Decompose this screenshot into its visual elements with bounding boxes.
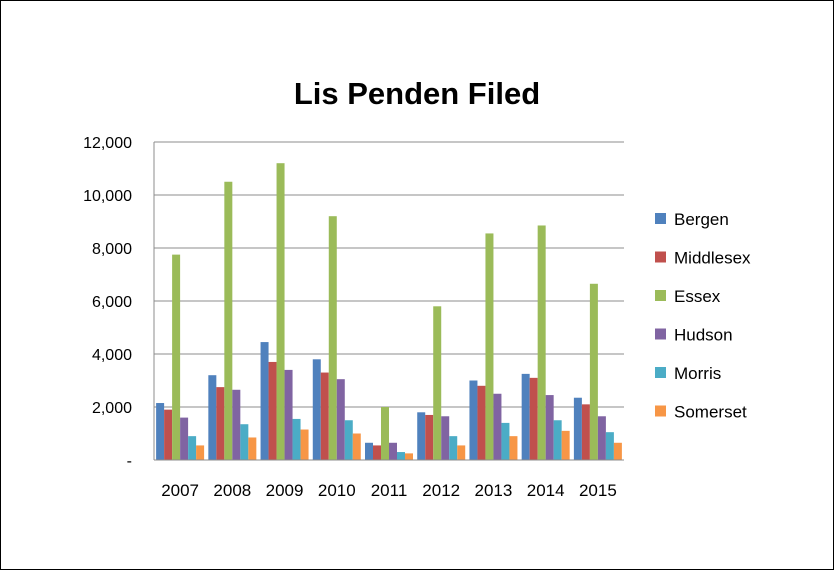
bar-hudson-2015 (597, 416, 606, 460)
legend-label-somerset: Somerset (674, 403, 747, 422)
bar-essex-2012 (433, 306, 442, 460)
legend-swatch-somerset (655, 405, 666, 417)
bar-hudson-2010 (336, 379, 345, 460)
bar-essex-2011 (381, 407, 389, 460)
bar-middlesex-2009 (268, 361, 277, 460)
bar-bergen-2010 (312, 359, 321, 460)
y-tick-label: 2,000 (92, 400, 132, 417)
y-tick-label: 12,000 (83, 135, 132, 152)
bar-middlesex-2007 (164, 409, 173, 460)
x-tick-label: 2014 (527, 481, 565, 500)
y-tick-label: 6,000 (92, 294, 132, 311)
bar-bergen-2011 (365, 442, 373, 460)
bar-bergen-2008 (208, 375, 217, 460)
legend-swatch-middlesex (655, 251, 666, 263)
bar-essex-2008 (224, 181, 233, 460)
bar-essex-2009 (276, 163, 285, 460)
bar-middlesex-2015 (581, 404, 590, 460)
bar-middlesex-2012 (425, 414, 434, 460)
bar-middlesex-2014 (529, 377, 538, 460)
bar-morris-2011 (397, 452, 405, 460)
bar-essex-2014 (537, 225, 546, 460)
legend-swatch-morris (655, 367, 666, 378)
bar-hudson-2008 (232, 389, 241, 460)
bar-morris-2007 (188, 436, 197, 460)
bar-hudson-2013 (493, 393, 502, 460)
x-tick-label: 2008 (213, 481, 251, 500)
bar-somerset-2010 (352, 433, 361, 460)
bar-bergen-2014 (521, 373, 530, 460)
legend-label-hudson: Hudson (674, 326, 733, 345)
x-tick-labels: 2007 2008 2009 2010 2011 2012 2013 2014 2015 (161, 481, 617, 500)
bar-essex-2015 (589, 283, 598, 460)
bar-essex-2010 (328, 216, 337, 460)
bar-somerset-2013 (509, 436, 518, 460)
legend-swatch-hudson (655, 328, 666, 340)
x-tick-label: 2011 (371, 481, 408, 500)
bar-somerset-2012 (457, 445, 466, 460)
y-tick-label: 4,000 (92, 347, 132, 364)
x-tick-label: 2015 (579, 481, 617, 500)
bar-somerset-2007 (196, 445, 205, 460)
axes (153, 142, 624, 461)
x-tick-label: 2012 (422, 481, 460, 500)
bar-somerset-2008 (248, 437, 257, 460)
bar-middlesex-2010 (320, 372, 329, 460)
x-tick-label: 2009 (266, 481, 304, 500)
x-tick-label: 2010 (318, 481, 356, 500)
legend-swatch-bergen (655, 213, 666, 224)
bars (156, 163, 622, 460)
bar-somerset-2009 (300, 429, 309, 460)
bar-hudson-2007 (180, 417, 189, 460)
x-tick-label: 2013 (475, 481, 513, 500)
bar-hudson-2011 (389, 442, 397, 460)
bar-bergen-2007 (156, 403, 165, 460)
bar-hudson-2012 (441, 416, 450, 460)
bar-essex-2013 (485, 233, 494, 460)
y-tick-label: 8,000 (92, 241, 132, 258)
legend-label-bergen: Bergen (674, 210, 729, 229)
bar-somerset-2015 (613, 442, 622, 460)
legend-label-essex: Essex (674, 287, 721, 306)
bar-morris-2014 (553, 420, 562, 460)
bar-bergen-2015 (573, 397, 582, 460)
legend: Bergen Middlesex Essex Hudson Morris Somerset (655, 210, 751, 422)
bar-middlesex-2013 (477, 385, 486, 460)
bar-morris-2015 (605, 432, 614, 460)
legend-label-middlesex: Middlesex (674, 249, 751, 268)
bar-hudson-2014 (545, 395, 554, 460)
bar-middlesex-2011 (373, 445, 381, 460)
bar-hudson-2009 (284, 369, 293, 460)
y-tick-label: 10,000 (83, 188, 132, 205)
bar-morris-2013 (501, 422, 510, 460)
y-tick-label: - (127, 453, 132, 470)
bar-essex-2007 (172, 254, 181, 460)
bar-morris-2009 (292, 418, 301, 460)
bar-somerset-2011 (405, 453, 413, 460)
bar-bergen-2012 (417, 412, 426, 460)
bar-middlesex-2008 (216, 387, 225, 460)
bar-somerset-2014 (561, 430, 570, 460)
x-tick-label: 2007 (161, 481, 199, 500)
bar-morris-2008 (240, 424, 249, 460)
bar-morris-2012 (449, 436, 458, 460)
y-tick-labels: - 2,000 4,000 6,000 8,000 10,000 12,000 (83, 135, 132, 470)
bar-bergen-2013 (469, 380, 478, 460)
legend-label-morris: Morris (674, 364, 721, 383)
legend-swatch-essex (655, 290, 666, 301)
chart-title: Lis Penden Filed (294, 76, 540, 111)
bar-morris-2010 (344, 420, 353, 460)
bar-bergen-2009 (260, 342, 269, 460)
